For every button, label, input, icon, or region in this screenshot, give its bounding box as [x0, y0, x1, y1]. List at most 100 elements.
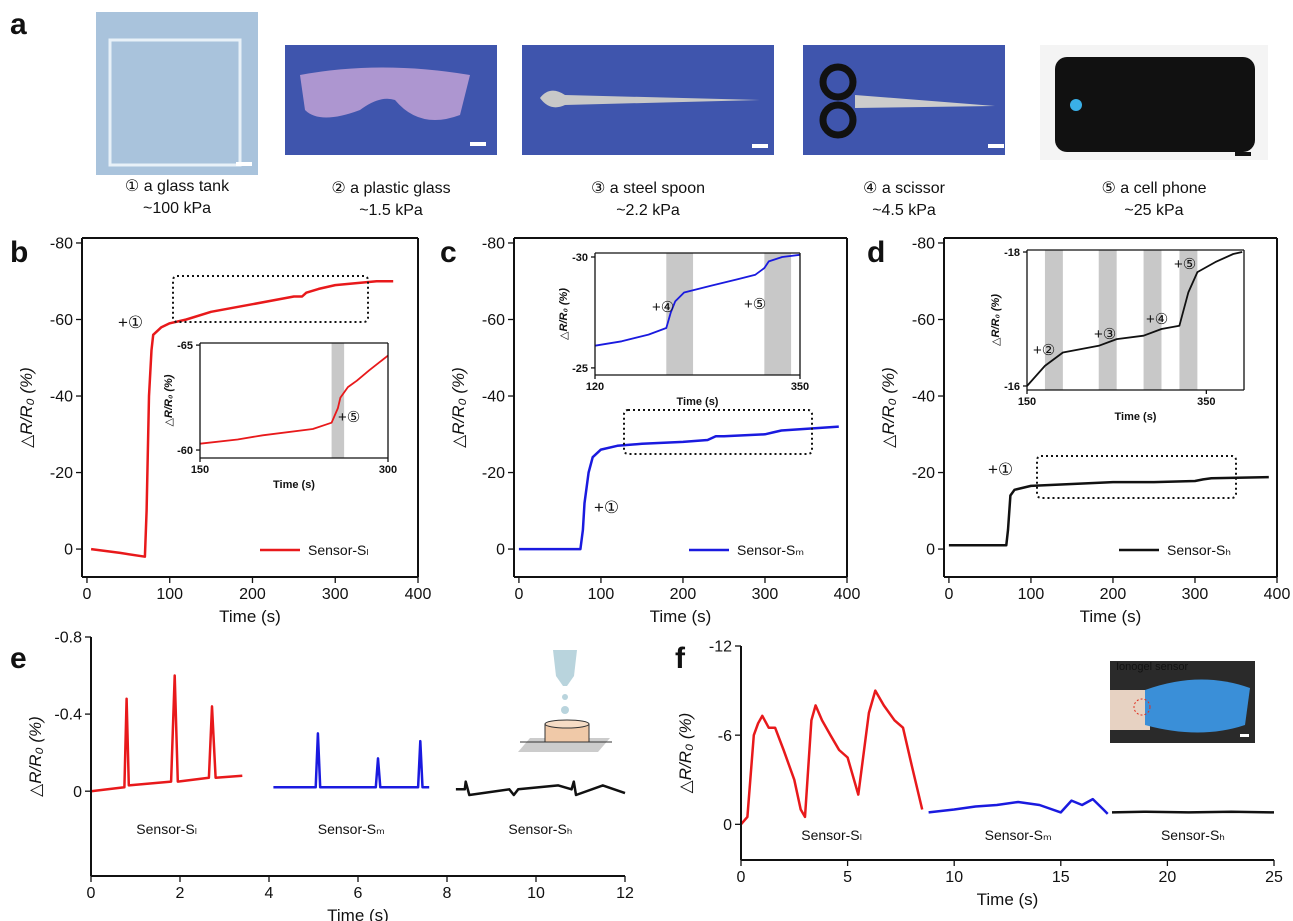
- y-tick-label: -65: [177, 340, 193, 352]
- y-tick-label: -18: [1004, 247, 1020, 259]
- x-tick-label: 4: [265, 885, 274, 902]
- x-tick-label: 100: [1018, 586, 1045, 603]
- y-tick-label: -16: [1004, 381, 1020, 393]
- x-tick-label: 0: [83, 586, 92, 603]
- y-tick-label: -6: [718, 728, 732, 745]
- y-tick-label: 0: [496, 542, 505, 559]
- y-axis-label: △R/R₀ (%): [17, 367, 36, 448]
- figure: ① a glass tank ~100 kPa ② a plastic glas…: [0, 0, 1293, 921]
- annotation: +④: [1146, 311, 1168, 328]
- x-tick-label: 0: [87, 885, 96, 902]
- highlight-band: [1099, 250, 1117, 390]
- x-tick-label: 200: [670, 586, 697, 603]
- scale-bar: [1235, 152, 1251, 156]
- y-tick-label: -0.4: [54, 707, 82, 724]
- highlight-band: [332, 343, 345, 458]
- x-tick-label: 2: [176, 885, 185, 902]
- x-tick-label: 400: [405, 586, 432, 603]
- x-axis-label: Time (s): [1115, 411, 1157, 423]
- x-tick-label: 10: [945, 869, 963, 886]
- annotation: +④: [652, 299, 674, 316]
- series-label: Sensor-Sₕ: [1161, 827, 1225, 843]
- x-tick-label: 5: [843, 869, 852, 886]
- x-tick-label: 25: [1265, 869, 1283, 886]
- y-tick-label: -20: [912, 465, 935, 482]
- y-tick-label: -20: [50, 465, 73, 482]
- x-tick-label: 120: [586, 381, 604, 393]
- series-label: Sensor-Sₕ: [508, 821, 572, 837]
- x-tick-label: 300: [379, 464, 397, 476]
- x-tick-label: 12: [616, 885, 634, 902]
- panel-label: e: [10, 642, 27, 675]
- y-axis-label: △R/R₀ (%): [676, 713, 695, 794]
- annotation: +①: [988, 460, 1013, 479]
- photo-pressure: ~100 kPa: [143, 200, 211, 217]
- sensor-disc: [545, 720, 589, 728]
- y-tick-label: 0: [73, 784, 82, 801]
- photo-detail: [1110, 690, 1150, 730]
- annotation: +②: [1033, 342, 1055, 359]
- y-axis-label: △R/R₀ (%): [449, 367, 468, 448]
- y-axis-label: △R/R₀ (%): [990, 294, 1002, 346]
- photo-pressure: ~2.2 kPa: [616, 202, 680, 219]
- scale-bar: [1240, 734, 1249, 737]
- y-tick-label: 0: [723, 817, 732, 834]
- droplet: [562, 694, 568, 700]
- series-label: Sensor-Sₘ: [985, 827, 1052, 843]
- scale-bar: [988, 144, 1004, 148]
- series-label: Sensor-Sₗ: [136, 821, 197, 837]
- y-tick-label: -25: [572, 363, 588, 375]
- legend-label: Sensor-Sₕ: [1167, 542, 1231, 558]
- photo-caption: ④ a scissor: [863, 180, 946, 197]
- y-tick-label: -80: [50, 236, 73, 253]
- scale-bar: [470, 142, 486, 146]
- x-axis-label: Time (s): [273, 479, 315, 491]
- y-tick-label: -60: [177, 445, 193, 457]
- photo-pressure: ~1.5 kPa: [359, 202, 423, 219]
- photo-caption: ③ a steel spoon: [591, 180, 705, 197]
- x-tick-label: 300: [752, 586, 779, 603]
- annotation: Ionogel sensor: [1116, 661, 1188, 673]
- x-axis-label: Time (s): [677, 396, 719, 408]
- x-tick-label: 150: [1018, 396, 1036, 408]
- scale-bar: [236, 162, 252, 166]
- annotation: +①: [118, 313, 143, 332]
- scale-bar: [752, 144, 768, 148]
- legend-label: Sensor-Sₗ: [308, 542, 369, 558]
- photo-caption: ① a glass tank: [125, 178, 230, 195]
- x-axis-label: Time (s): [327, 906, 389, 921]
- y-tick-label: -12: [709, 639, 732, 656]
- annotation: +⑤: [744, 296, 766, 313]
- x-axis-label: Time (s): [1080, 607, 1142, 626]
- x-tick-label: 400: [834, 586, 861, 603]
- y-tick-label: -60: [50, 312, 73, 329]
- photo-detail: [1145, 679, 1250, 732]
- photo-pressure: ~4.5 kPa: [872, 202, 936, 219]
- legend-label: Sensor-Sₘ: [737, 542, 804, 558]
- photo-caption: ⑤ a cell phone: [1101, 180, 1206, 197]
- x-tick-label: 150: [191, 464, 209, 476]
- annotation: +①: [594, 498, 619, 517]
- x-tick-label: 400: [1264, 586, 1291, 603]
- photo-detail: [1055, 57, 1255, 152]
- highlight-band: [764, 253, 791, 375]
- droplet: [561, 706, 569, 714]
- x-tick-label: 20: [1159, 869, 1177, 886]
- x-tick-label: 100: [156, 586, 183, 603]
- y-tick-label: -40: [50, 389, 73, 406]
- x-tick-label: 300: [322, 586, 349, 603]
- y-axis-label: △R/R₀ (%): [879, 367, 898, 448]
- data-line: [1112, 812, 1274, 813]
- x-tick-label: 300: [1182, 586, 1209, 603]
- y-tick-label: -20: [482, 465, 505, 482]
- hand-photo: [1110, 661, 1255, 743]
- annotation: +⑤: [1174, 256, 1196, 273]
- x-tick-label: 0: [737, 869, 746, 886]
- x-axis-label: Time (s): [977, 890, 1039, 909]
- x-tick-label: 6: [354, 885, 363, 902]
- y-axis-label: △R/R₀ (%): [163, 374, 175, 426]
- photo-detail: [1070, 99, 1082, 111]
- x-tick-label: 10: [527, 885, 545, 902]
- photo-glass-tank: [96, 12, 258, 175]
- x-tick-label: 350: [791, 381, 809, 393]
